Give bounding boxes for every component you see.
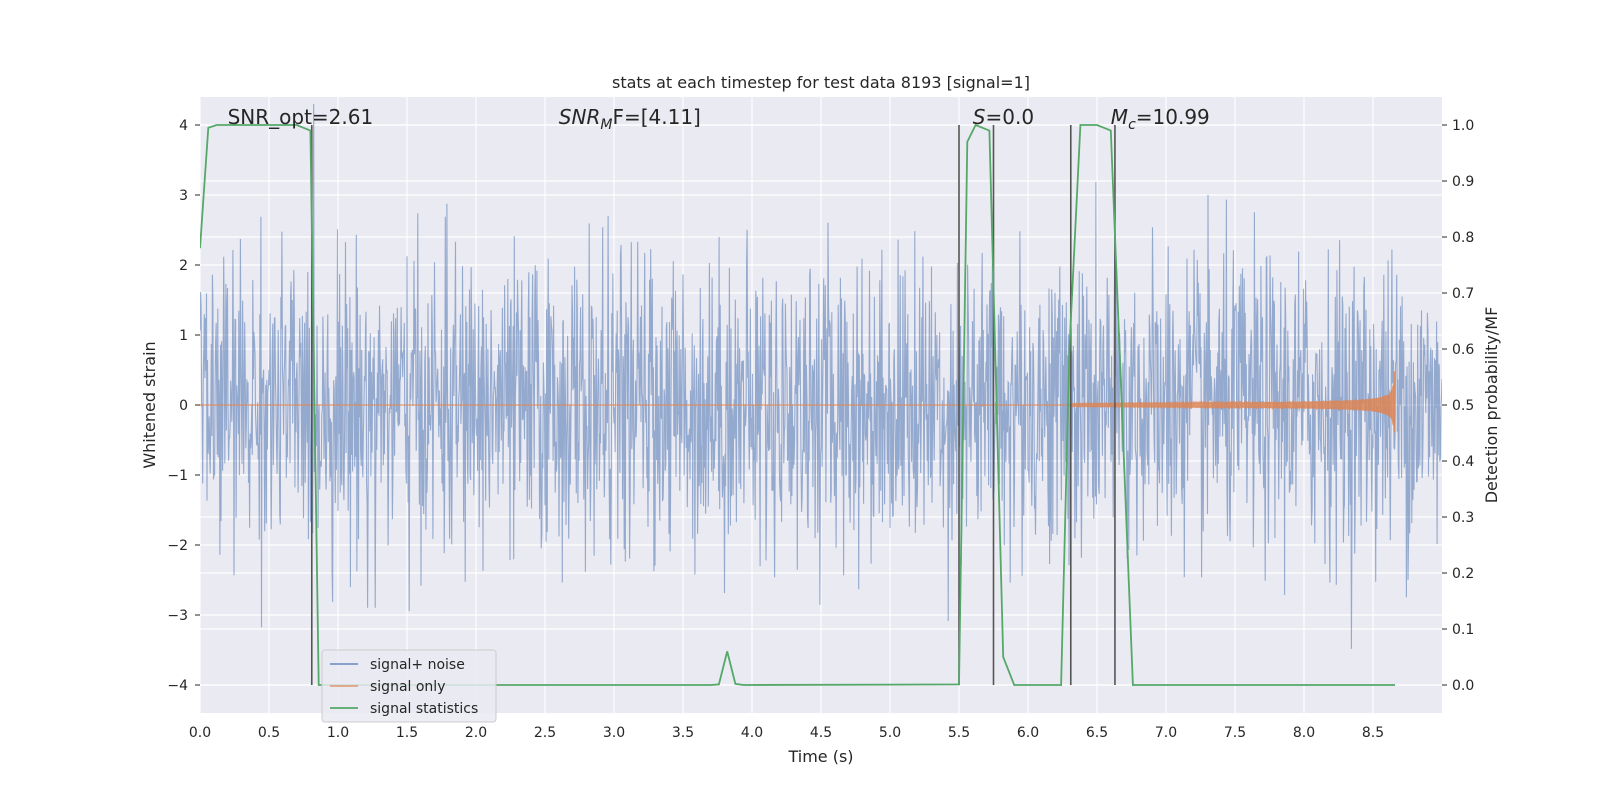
x-tick-label: 2.5 [534,725,556,741]
y-right-tick-label: 0.7 [1452,286,1474,302]
y-left-tick-label: 2 [179,258,188,274]
legend-entry-label: signal only [370,679,445,695]
x-tick-label: 1.0 [327,725,349,741]
y-right-tick-label: 0.0 [1452,678,1474,694]
x-tick-label: 7.5 [1224,725,1246,741]
x-tick-label: 1.5 [396,725,418,741]
annotation-text: SNR_opt=2.61 [228,105,374,129]
legend-box [321,649,497,723]
x-tick-label: 5.5 [948,725,970,741]
stats-layer [200,123,1396,686]
y-left-tick-label: 1 [179,328,188,344]
x-tick-label: 0.5 [258,725,280,741]
x-tick-label: 7.0 [1155,725,1177,741]
annotation-text: SNRMF=[4.11] [559,105,701,133]
legend-entry-label: signal+ noise [370,657,465,673]
y-right-tick-label: 0.6 [1452,342,1474,358]
x-tick-label: 8.0 [1293,725,1315,741]
data-layer [200,103,1442,649]
y-right-tick-label: 0.5 [1452,398,1474,414]
y-left-tick-label: 3 [179,188,188,204]
legend-entry-label: signal statistics [370,701,478,717]
legend: signal+ noise signal only signal statistic… [321,649,497,723]
y-right-tick-label: 0.1 [1452,622,1474,638]
y-left-axis-ticks: −4 −3 −2 −1 0 1 2 3 4 [167,118,200,694]
series-signal-only-line [200,371,1396,433]
y-right-tick-label: 1.0 [1452,118,1474,134]
vertical-markers [310,125,1116,685]
annotations: SNR_opt=2.61 SNRMF=[4.11] S=0.0 Mc=10.99 [228,105,1210,133]
x-tick-label: 0.0 [189,725,211,741]
x-tick-label: 2.0 [465,725,487,741]
x-tick-label: 4.5 [810,725,832,741]
x-tick-label: 3.5 [672,725,694,741]
y-left-tick-label: −2 [167,538,188,554]
y-left-tick-label: −1 [167,468,188,484]
y-right-tick-label: 0.3 [1452,510,1474,526]
y-left-axis-label: Whitened strain [140,341,159,468]
x-axis-ticks: 0.0 0.5 1.0 1.5 2.0 2.5 3.0 3.5 4.0 4.5 5.0 5.5 6.0 6… [189,725,1384,741]
y-left-tick-label: 4 [179,118,188,134]
x-tick-label: 4.0 [741,725,763,741]
annotation-text: S=0.0 [973,105,1034,129]
y-right-axis-label: Detection probability/MF [1482,307,1501,504]
chart-title: stats at each timestep for test data 819… [612,73,1030,92]
y-left-tick-label: 0 [179,398,188,414]
x-tick-label: 8.5 [1362,725,1384,741]
x-axis-label: Time (s) [787,747,853,766]
y-right-tick-label: 0.8 [1452,230,1474,246]
y-left-tick-label: −4 [167,678,188,694]
y-right-tick-label: 0.9 [1452,174,1474,190]
y-right-axis-ticks: 0.0 0.1 0.2 0.3 0.4 0.5 0.6 0.7 0.8 0.9 1.0 [1442,118,1474,694]
annotation-text: Mc=10.99 [1111,105,1210,133]
x-tick-label: 5.0 [879,725,901,741]
series-signal-noise-line [200,103,1442,649]
y-right-tick-label: 0.2 [1452,566,1474,582]
x-tick-label: 6.0 [1017,725,1039,741]
series-signal-statistics-line [200,123,1396,686]
y-left-tick-label: −3 [167,608,188,624]
x-tick-label: 6.5 [1086,725,1108,741]
y-right-tick-label: 0.4 [1452,454,1474,470]
x-tick-label: 3.0 [603,725,625,741]
